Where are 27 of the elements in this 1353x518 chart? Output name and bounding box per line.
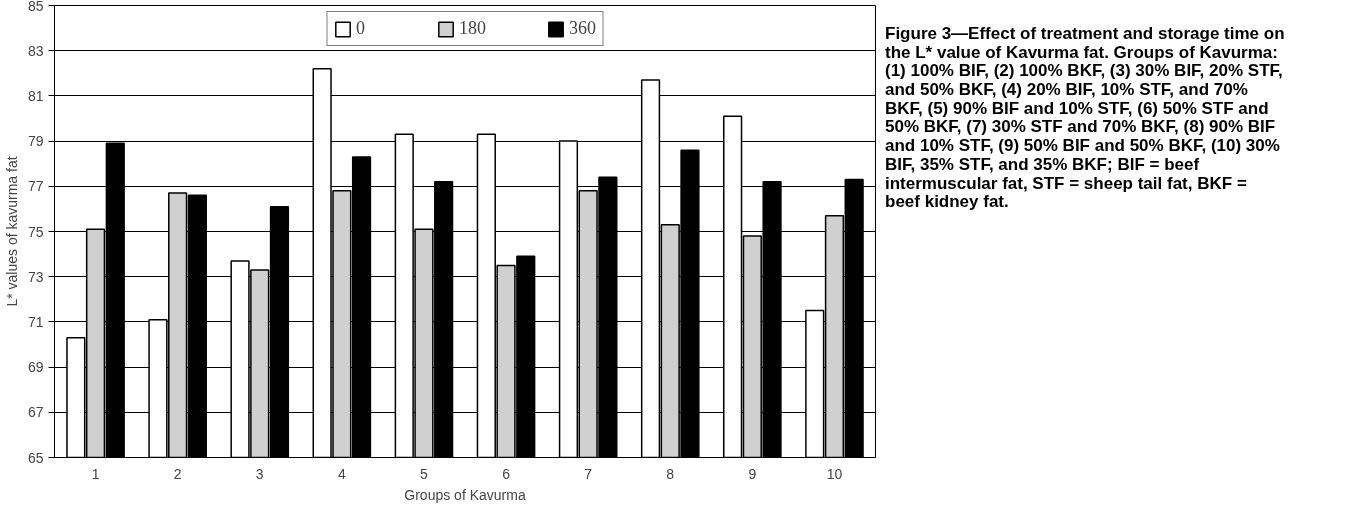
y-tick-label: 81 [27,87,44,104]
x-tick-label: 4 [337,465,346,482]
x-tick-label: 2 [173,465,182,482]
chart-title: Figure 3—Effect of treatment and storage time on the L* value of Kavurma fat. Groups of Kavurma: (1) 100% BIF, (2) 100% BKF, (3) 30% BIF, 20% STF, and 50% BKF, (4) 20% BIF, 10% STF, and 70% BKF, (5) 90% BIF and 10% STF, (6) 50% STF and 50% BKF, (7) 30% STF and 70% BKF, (8) 90% BIF and 10% STF, (9) 50% BIF and 50% BKF, (10) 30% BIF, 35% STF, and 35% BKF; BIF = beef intermuscular fat, STF = sheep tail fat, BKF = beef kidney fat. [885,24,1285,212]
x-axis-title: Groups of Kavurma [404,486,526,503]
y-tick-label: 65 [27,449,44,466]
x-tick-label: 1 [91,465,100,482]
y-tick-label: 85 [27,0,44,14]
y-tick-label: 77 [27,178,44,195]
y-axis-title: L* values of kavurma fat [3,156,20,307]
legend-label: 360 [569,18,596,39]
y-tick-label: 69 [27,359,44,376]
y-tick-label: 79 [27,133,44,150]
x-tick-label: 5 [420,465,429,482]
x-tick-label: 10 [826,465,843,482]
x-tick-label: 3 [255,465,264,482]
x-tick-label: 9 [748,465,757,482]
y-tick-label: 67 [27,404,44,421]
legend-label: 180 [459,18,486,39]
y-tick-label: 83 [27,42,44,59]
y-tick-label: 73 [27,268,44,285]
x-tick-label: 6 [502,465,511,482]
legend-label: 0 [356,18,366,39]
y-tick-label: 75 [27,223,44,240]
x-tick-label: 7 [584,465,593,482]
y-tick-label: 71 [27,313,44,330]
x-tick-label: 8 [666,465,675,482]
